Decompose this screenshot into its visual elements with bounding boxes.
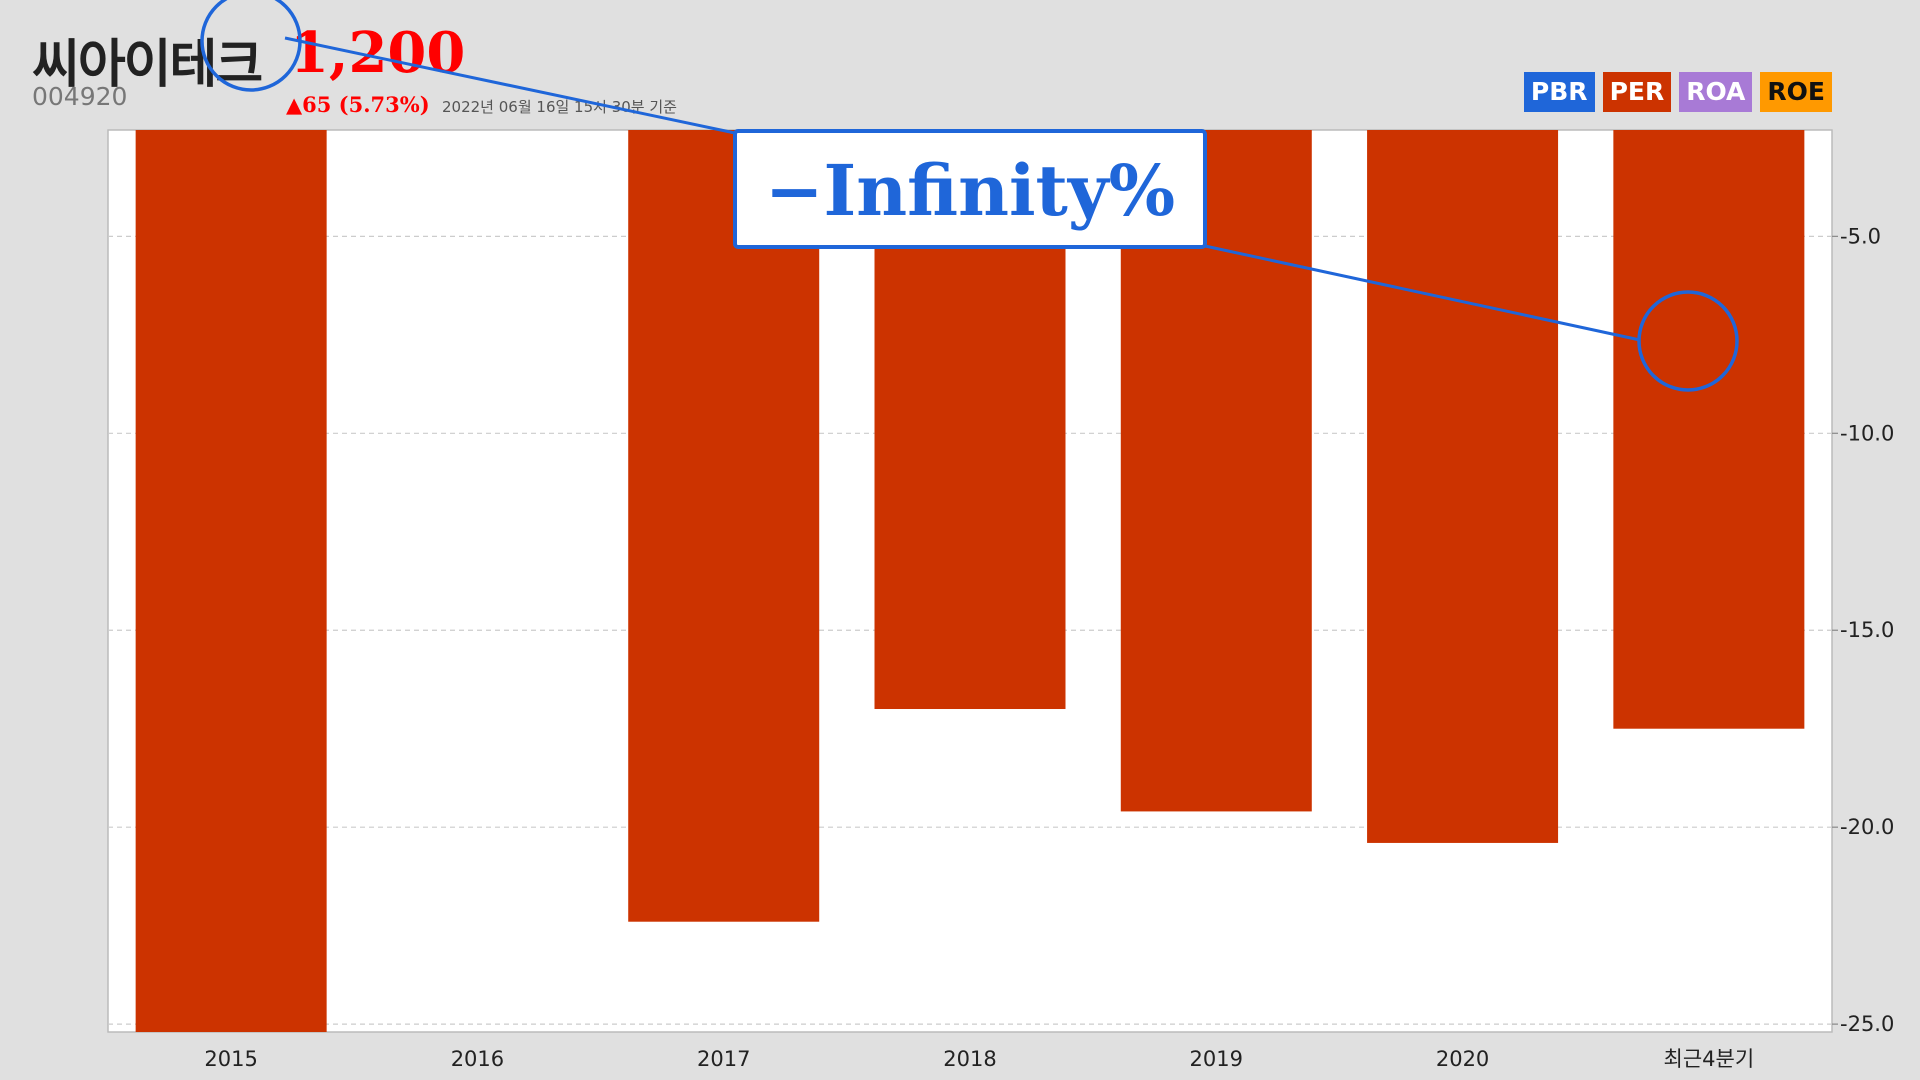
company-name: 씨아이테크 — [32, 35, 263, 95]
legend-roe-button[interactable]: ROE — [1760, 72, 1832, 112]
x-tick-label: 2020 — [1436, 1047, 1489, 1071]
stock-price: 1,200 — [290, 20, 466, 86]
callout-circle-bottom — [1637, 290, 1739, 392]
timestamp: 2022년 06월 16일 15시 30분 기준 — [442, 98, 677, 116]
callout-leader-bottom — [1204, 244, 1641, 342]
y-tick-label: -15.0 — [1840, 618, 1894, 642]
bar-최근4분기 — [1613, 130, 1805, 729]
y-tick-label: -5.0 — [1840, 224, 1881, 248]
x-tick-label: 2019 — [1190, 1047, 1243, 1071]
callout-text: −Infinity% — [765, 149, 1175, 232]
bar-2020 — [1367, 130, 1559, 843]
x-tick-label: 2017 — [697, 1047, 750, 1071]
y-tick-label: -10.0 — [1840, 421, 1894, 445]
y-tick-label: -25.0 — [1840, 1012, 1894, 1036]
x-tick-label: 2018 — [943, 1047, 996, 1071]
bar-2017 — [628, 130, 820, 922]
price-change: ▲65 (5.73%) — [286, 92, 430, 117]
stock-code: 004920 — [32, 82, 128, 111]
legend-roa-button[interactable]: ROA — [1679, 72, 1753, 112]
bar-2015 — [135, 130, 327, 1032]
callout-circle-top — [200, 0, 302, 92]
y-tick-label: -20.0 — [1840, 815, 1894, 839]
callout-leader-top — [284, 36, 736, 135]
x-tick-label: 2015 — [204, 1047, 257, 1071]
legend-per-button[interactable]: PER — [1602, 72, 1672, 112]
metric-legend: PBR PER ROA ROE — [1523, 72, 1832, 112]
x-tick-label: 최근4분기 — [1664, 1047, 1755, 1071]
legend-pbr-button[interactable]: PBR — [1523, 72, 1595, 112]
callout-box — [733, 129, 1207, 249]
x-tick-label: 2016 — [451, 1047, 504, 1071]
